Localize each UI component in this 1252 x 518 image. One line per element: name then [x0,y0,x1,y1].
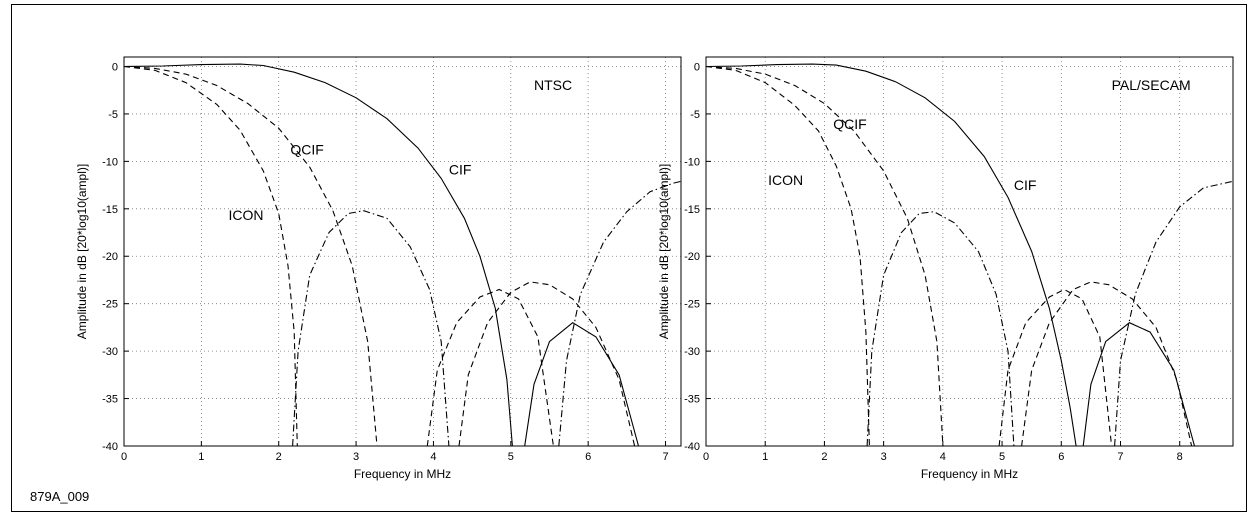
plot-area [124,57,681,446]
x-tick-label: 5 [999,451,1005,463]
y-axis-label: Amplitude in dB [20*log10(ampl)] [657,164,671,339]
annotation-cif: CIF [1014,177,1037,193]
plot-frame [123,56,682,447]
x-tick-label: 7 [1117,451,1123,463]
y-tick-label: -40 [102,441,118,453]
series-cif-line [1082,322,1196,446]
y-tick-label: -5 [108,109,118,121]
annotation-icon: ICON [768,172,803,188]
series-icon-line [706,65,870,446]
series-cif-line [524,322,640,446]
x-tick-label: 1 [762,451,768,463]
x-tick-label: 4 [940,451,946,463]
y-tick-label: -15 [684,204,700,216]
y-tick-label: -40 [684,441,700,453]
annotation-ntsc: NTSC [534,77,572,93]
annotation-cif: CIF [449,162,472,178]
figure-id-label: 879A_009 [30,489,90,504]
y-tick-label: -15 [102,204,118,216]
x-tick-label: 2 [276,451,282,463]
series-qcif-line [124,65,378,446]
y-tick-label: -10 [684,156,700,168]
series-4-line [558,180,681,446]
x-tick-label: 6 [585,451,591,463]
x-tick-label: 3 [881,451,887,463]
y-tick-label: -20 [684,251,700,263]
x-tick-label: 3 [353,451,359,463]
annotation-qcif: QCIF [290,142,323,158]
y-tick-label: -35 [102,394,118,406]
x-tick-label: 5 [508,451,514,463]
series-icon-line [426,288,554,446]
series-4-line [292,210,450,446]
series-4-line [1114,180,1233,446]
y-tick-label: -20 [102,251,118,263]
y-tick-label: -35 [684,394,700,406]
x-tick-label: 6 [1058,451,1064,463]
annotation-palsecam: PAL/SECAM [1112,77,1191,93]
y-tick-label: -30 [102,346,118,358]
figure-frame [11,4,1247,512]
x-tick-label: 8 [1177,451,1183,463]
plot-area [706,57,1233,446]
x-tick-label: 4 [430,451,436,463]
x-axis-label: Frequency in MHz [921,467,1018,481]
y-axis-label: Amplitude in dB [20*log10(ampl)] [75,164,89,339]
x-tick-label: 0 [703,451,709,463]
series-icon-line [124,65,298,446]
series-4-line [866,211,1015,446]
series-cif-line [706,63,1077,446]
chart-2: 0 1 2 3 4 5 6 7 8 0 -5 -10 -15 -20 -25 -30 -35 -40 Frequen… [657,56,1234,481]
x-tick-label: 0 [121,451,127,463]
y-tick-label: 0 [694,61,700,73]
y-tick-label: -5 [690,109,700,121]
annotation-icon: ICON [228,207,263,223]
series-qcif-line [706,65,944,446]
y-tick-label: -25 [102,299,118,311]
series-qcif-line [1021,281,1193,446]
annotation-qcif: QCIF [833,116,866,132]
y-tick-label: -25 [684,299,700,311]
x-axis-label: Frequency in MHz [354,467,451,481]
x-tick-label: 2 [821,451,827,463]
y-tick-label: -10 [102,156,118,168]
x-tick-label: 1 [198,451,204,463]
series-cif-line [124,63,513,446]
x-tick-label: 7 [662,451,668,463]
series-icon-line [998,288,1113,446]
y-tick-label: 0 [112,61,118,73]
plot-frame [705,56,1234,447]
y-tick-label: -30 [684,346,700,358]
chart-1: 0 1 2 3 4 5 6 7 0 -5 -10 -15 -20 -25 -30 -35 -40 Frequenc… [75,56,682,481]
